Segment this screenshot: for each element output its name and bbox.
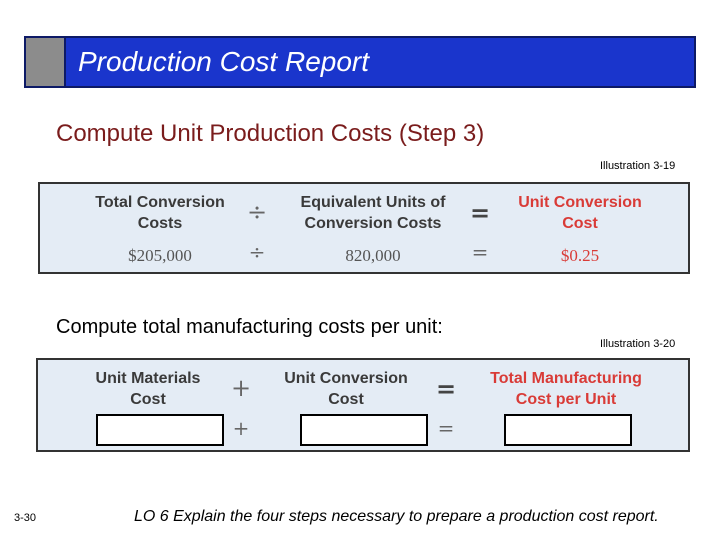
header-line: Conversion Costs [304,215,442,232]
learning-objective: LO 6 Explain the four steps necessary to… [134,508,659,525]
header-line: Total Manufacturing [490,370,642,387]
header-unit-conversion-cost: Unit Conversion Cost [266,368,426,410]
formula-box-unit-conversion: Total Conversion Costs ÷ Equivalent Unit… [38,182,690,274]
value-unit-conversion-cost: $0.25 [560,246,600,265]
header-line: Unit Materials [95,370,201,387]
equals-operator: = [436,374,457,403]
divide-operator: ÷ [248,240,266,264]
blank-total-manufacturing-cost [504,414,632,446]
plus-operator: + [232,416,250,440]
title-accent-square [26,38,66,86]
header-total-conversion-costs: Total Conversion Costs [80,192,240,234]
header-line: Unit Conversion [284,370,408,387]
slide-subtitle: Compute Unit Production Costs (Step 3) [56,120,485,147]
header-line: Equivalent Units of [300,194,446,211]
title-bar: Production Cost Report [24,36,696,88]
value-total-conversion-costs: $205,000 [128,246,192,265]
blank-unit-conversion-cost [300,414,428,446]
instruction-text: Compute total manufacturing costs per un… [56,316,443,338]
header-line: Cost [562,215,598,232]
blank-unit-materials-cost [96,414,224,446]
illustration-label-3-20: Illustration 3-20 [600,338,676,350]
formula-box-total-manufacturing: Unit Materials Cost + Unit Conversion Co… [36,358,690,452]
header-total-manufacturing-cost: Total Manufacturing Cost per Unit [466,368,666,410]
value-equivalent-units: 820,000 [345,246,401,265]
header-line: Cost [328,391,364,408]
equals-operator: = [470,198,491,227]
header-unit-conversion-cost: Unit Conversion Cost [500,192,660,234]
slide-title: Production Cost Report [78,46,370,77]
equals-operator: = [437,416,455,440]
plus-operator: + [231,374,252,402]
illustration-label-3-19: Illustration 3-19 [600,160,676,172]
equals-operator: = [471,240,489,264]
header-line: Unit Conversion [518,194,642,211]
header-equivalent-units: Equivalent Units of Conversion Costs [278,192,468,234]
header-line: Cost [130,391,166,408]
header-line: Total Conversion [95,194,225,211]
divide-operator: ÷ [247,198,268,226]
header-line: Costs [137,215,183,232]
header-line: Cost per Unit [515,391,617,408]
header-unit-materials-cost: Unit Materials Cost [78,368,218,410]
slide-number: 3-30 [14,512,37,524]
